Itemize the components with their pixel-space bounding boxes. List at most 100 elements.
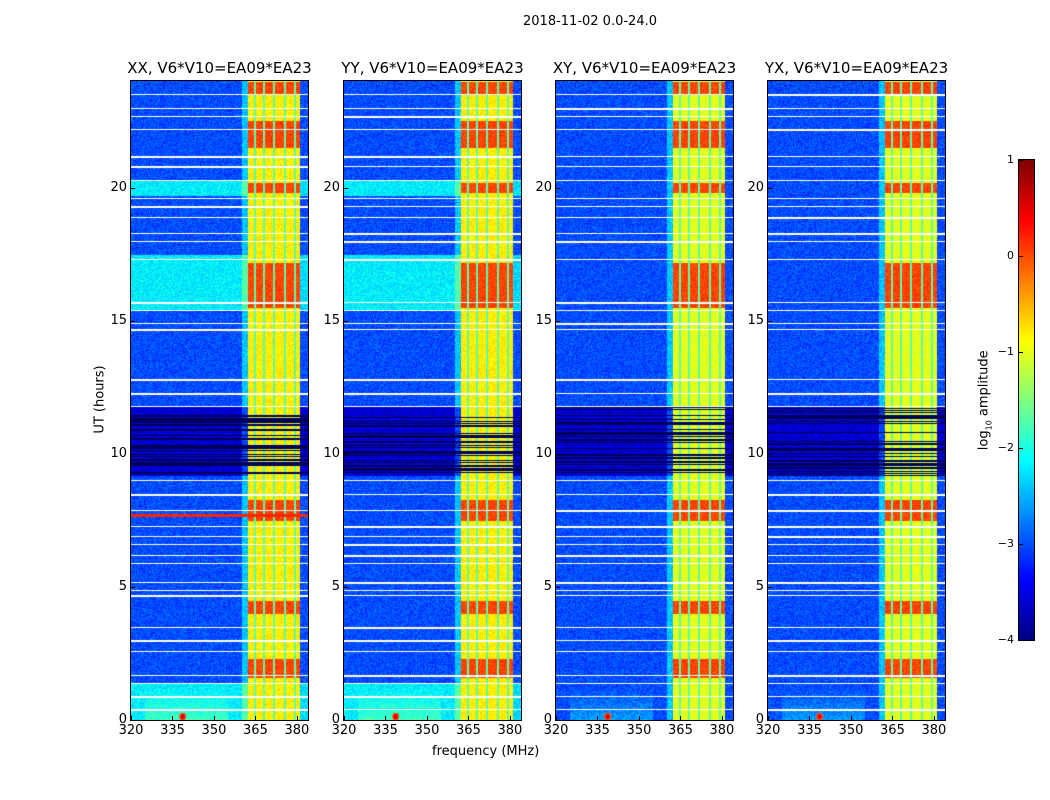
y-tick-label: 20 (535, 179, 552, 195)
y-tick-mark (556, 586, 560, 588)
x-axis-label: frequency (MHz) (432, 744, 540, 759)
y-tick-label: 5 (331, 578, 340, 594)
x-tick-label: 350 (414, 723, 440, 738)
y-tick-mark (768, 720, 772, 721)
x-tick-mark (213, 716, 215, 720)
y-tick-mark (131, 453, 135, 455)
y-tick-mark (344, 320, 348, 322)
y-tick-mark (768, 453, 772, 455)
x-tick-mark (721, 716, 723, 720)
x-tick-mark (933, 716, 935, 720)
y-tick-label: 10 (110, 445, 127, 461)
x-tick-label: 380 (921, 723, 947, 738)
y-tick-mark (556, 320, 560, 322)
x-tick-label: 380 (709, 723, 735, 738)
axes-frame-1 (343, 80, 522, 721)
panel-title: XX, V6*V10=EA09*EA23 (127, 59, 312, 77)
colorbar-tick-label: 1 (1007, 153, 1014, 166)
y-axis-label: UT (hours) (92, 365, 108, 434)
colorbar-tick-mark (1019, 352, 1023, 353)
axes-frame-3 (767, 80, 946, 721)
y-tick-mark (131, 187, 135, 189)
panel-title: XY, V6*V10=EA09*EA23 (552, 59, 737, 77)
colorbar-tick-label: −3 (997, 537, 1014, 550)
x-tick-mark (426, 716, 428, 720)
y-tick-label: 20 (110, 179, 127, 195)
y-tick-label: 20 (747, 179, 764, 195)
y-tick-mark (131, 720, 135, 721)
x-tick-mark (850, 716, 852, 720)
y-tick-mark (768, 320, 772, 322)
x-tick-mark (296, 716, 298, 720)
x-tick-label: 365 (243, 723, 268, 738)
x-tick-mark (638, 716, 640, 720)
colorbar-tick-mark (1019, 544, 1023, 545)
y-tick-mark (344, 453, 348, 455)
y-tick-mark (344, 720, 348, 721)
x-tick-label: 380 (497, 723, 523, 738)
x-tick-mark (131, 716, 132, 720)
figure-title: 2018-11-02 0.0-24.0 (523, 14, 657, 29)
y-tick-label: 20 (323, 179, 340, 195)
colorbar-tick-label: −1 (997, 345, 1014, 358)
x-tick-label: 335 (373, 723, 398, 738)
y-tick-mark (556, 187, 560, 189)
colorbar-tick-mark (1019, 640, 1023, 641)
heatmap-yy (344, 81, 521, 720)
heatmap-xy (556, 81, 733, 720)
y-tick-label: 0 (118, 712, 127, 727)
x-tick-mark (597, 716, 599, 720)
x-tick-label: 320 (543, 723, 569, 738)
x-tick-label: 320 (755, 723, 781, 738)
y-tick-label: 0 (755, 712, 764, 727)
x-tick-label: 365 (668, 723, 693, 738)
colorbar-tick-mark (1019, 256, 1023, 257)
x-tick-label: 365 (880, 723, 905, 738)
x-tick-label: 380 (284, 723, 310, 738)
y-tick-mark (768, 187, 772, 189)
x-tick-mark (680, 716, 682, 720)
colorbar-tick-label: −2 (997, 441, 1014, 454)
y-tick-mark (344, 586, 348, 588)
x-tick-label: 350 (838, 723, 864, 738)
x-tick-mark (509, 716, 511, 720)
colorbar-tick-mark (1019, 448, 1023, 449)
y-tick-mark (131, 320, 135, 322)
axes-frame-2 (555, 80, 734, 721)
y-tick-label: 15 (323, 312, 340, 328)
y-tick-mark (556, 453, 560, 455)
x-tick-mark (344, 716, 345, 720)
y-tick-label: 10 (747, 445, 764, 461)
x-tick-label: 335 (160, 723, 185, 738)
x-tick-label: 320 (331, 723, 357, 738)
x-tick-mark (556, 716, 557, 720)
colorbar-label: log10 amplitude (977, 345, 994, 455)
x-tick-mark (468, 716, 470, 720)
panel-title: YX, V6*V10=EA09*EA23 (764, 59, 949, 77)
y-tick-label: 0 (331, 712, 340, 727)
y-tick-label: 15 (110, 312, 127, 328)
x-tick-mark (172, 716, 174, 720)
x-tick-mark (892, 716, 894, 720)
colorbar-tick-label: 0 (1007, 249, 1014, 262)
x-tick-label: 320 (118, 723, 144, 738)
y-tick-mark (768, 586, 772, 588)
x-tick-label: 335 (797, 723, 822, 738)
y-tick-label: 15 (747, 312, 764, 328)
y-tick-label: 5 (118, 578, 127, 594)
y-tick-label: 5 (755, 578, 764, 594)
y-tick-mark (556, 720, 560, 721)
y-tick-label: 10 (323, 445, 340, 461)
y-tick-mark (344, 187, 348, 189)
colorbar-tick-label: −4 (997, 633, 1014, 646)
y-tick-mark (131, 586, 135, 588)
colorbar-frame (1018, 159, 1035, 641)
x-tick-mark (809, 716, 811, 720)
x-tick-mark (255, 716, 257, 720)
heatmap-yx (768, 81, 945, 720)
y-tick-label: 0 (543, 712, 552, 727)
panel-title: YY, V6*V10=EA09*EA23 (341, 59, 524, 77)
x-tick-label: 365 (456, 723, 481, 738)
colorbar-label-rest: amplitude (976, 350, 992, 421)
